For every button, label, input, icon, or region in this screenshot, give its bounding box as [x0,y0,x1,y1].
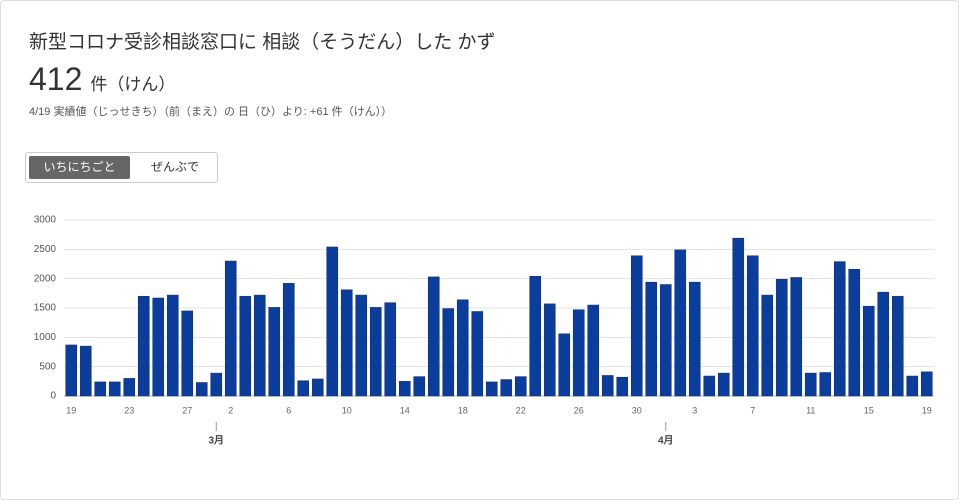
bar [297,380,310,397]
bar [282,283,295,397]
bar [688,281,701,397]
bar [253,294,266,397]
bar [529,276,542,397]
bar [601,375,614,397]
y-tick-label: 0 [50,391,56,402]
bar [862,305,875,397]
bar [804,372,817,397]
x-tick-label: 14 [400,405,410,415]
bar [456,299,469,397]
bar [674,249,687,397]
bar [268,307,281,397]
x-tick-label: 3 [692,405,697,415]
bar [413,376,426,397]
bar [848,268,861,397]
bar [587,304,600,397]
bar [340,289,353,397]
y-tick-label: 1000 [34,332,57,343]
x-tick-label: 27 [182,405,192,415]
x-tick-label: 23 [124,405,134,415]
x-tick-label: 18 [458,405,468,415]
bar [311,378,324,397]
bar [326,246,339,397]
bar [239,295,252,397]
bar [703,375,716,397]
toggle-total[interactable]: ぜんぶで [150,160,199,174]
bar [123,378,136,397]
bar [384,302,397,397]
x-tick-label: 10 [342,405,352,415]
bar [732,237,745,397]
bar [514,376,527,397]
bar [181,310,194,397]
y-tick-label: 3000 [34,215,57,226]
x-tick-label: 15 [864,405,874,415]
bar [572,309,585,397]
bar [442,308,455,397]
bar [137,295,150,397]
bar [877,291,890,397]
bar [152,297,165,397]
x-tick-label: 11 [806,405,815,415]
bar [79,345,92,397]
bar [500,379,513,397]
x-tick-label: 19 [922,405,932,415]
bar [65,344,78,397]
bar [94,381,107,397]
bar [819,372,832,397]
bar [355,294,368,397]
bar [746,255,759,397]
x-tick-label: 30 [632,405,642,415]
x-tick-label: 22 [516,405,526,415]
bar [224,260,237,397]
x-tick-label: 6 [286,405,291,415]
bar [166,294,179,397]
bar [790,277,803,397]
bar [616,376,629,397]
month-label: 4月 [658,435,674,447]
bar [108,381,121,397]
total: 412 [29,61,83,97]
x-tick-label: 2 [228,405,233,415]
y-tick-label: 500 [39,361,56,372]
y-tick-label: 2500 [34,244,57,255]
toggle: いちにちごと ぜんぶで [25,152,218,183]
bar [659,284,672,397]
x-tick-label: 7 [750,405,755,415]
title: 新型コロナ受診相談窓口に 相談（そうだん）した かず [29,32,496,53]
bar [195,382,208,397]
bar [543,303,556,397]
bar [398,381,411,397]
unit: 件（けん） [90,75,176,94]
y-tick-label: 1500 [34,303,57,314]
bar [920,371,933,397]
headline: 412 件（けん） [29,61,175,98]
bar [471,311,484,397]
bar [906,375,919,397]
bar [645,281,658,397]
bar [761,294,774,397]
bar [891,295,904,397]
bar [427,276,440,397]
y-tick-label: 2000 [34,273,57,284]
x-tick-label: 26 [574,405,584,415]
bar [210,372,223,397]
bar [775,278,788,397]
bar [717,372,730,397]
bar [558,333,571,397]
bar [833,261,846,397]
bar [630,255,643,397]
toggle-daily[interactable]: いちにちごと [29,156,130,179]
x-tick-label: 19 [66,405,76,415]
month-label: 3月 [208,435,224,447]
bar [369,307,382,397]
note: 4/19 実績値（じっせきち）（前（まえ）の 日（ひ）より: +61 件（けん）… [29,106,393,118]
bar [485,381,498,397]
